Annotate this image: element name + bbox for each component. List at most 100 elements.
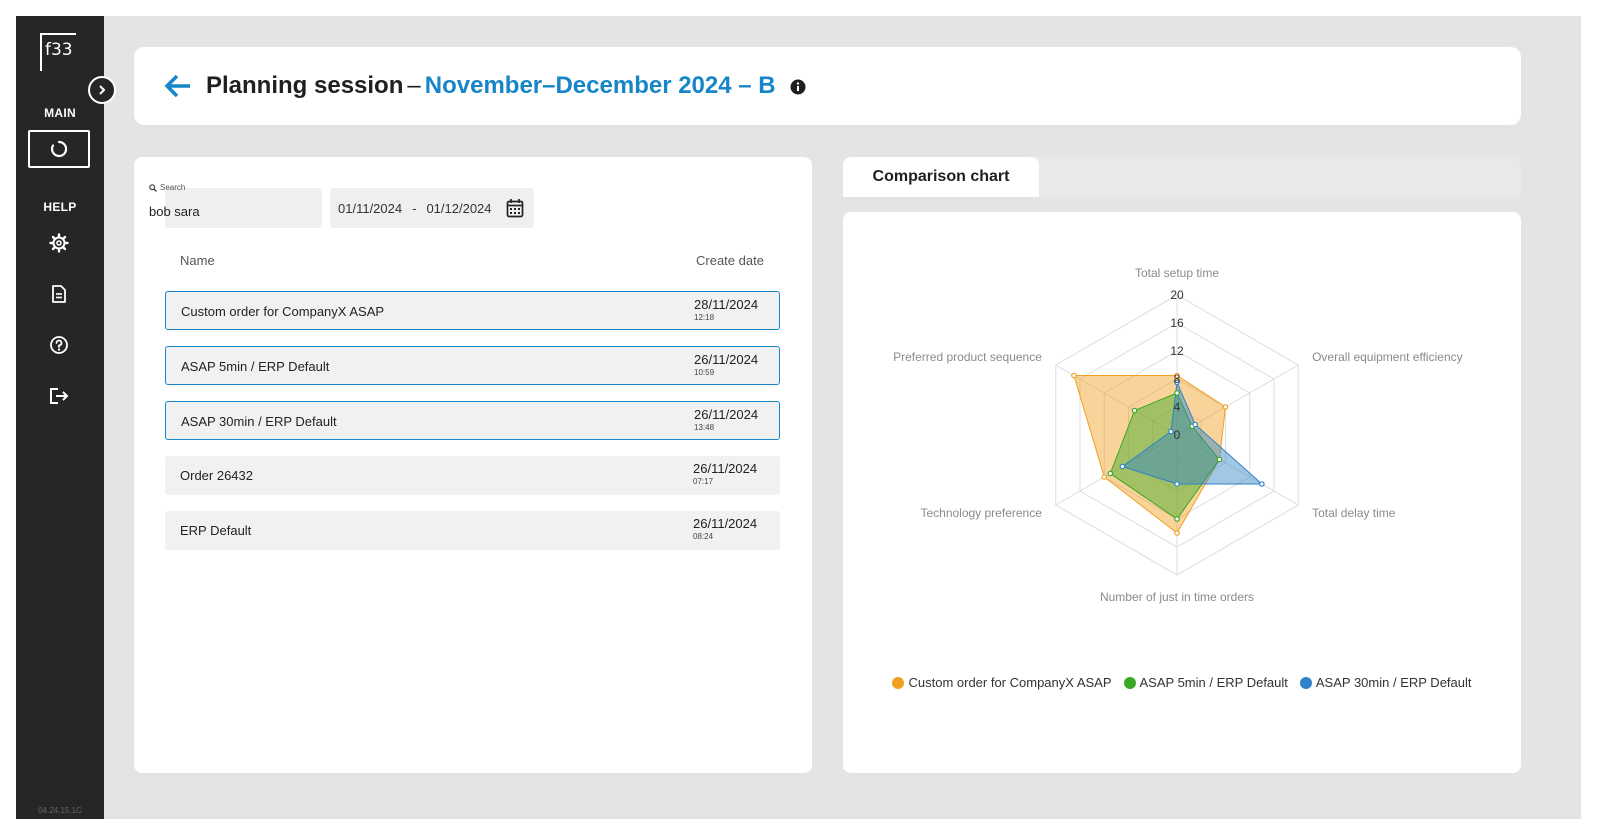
radar-point [1071, 372, 1077, 379]
row-time: 13:48 [694, 423, 715, 432]
nav-item-help[interactable] [28, 326, 90, 364]
row-date: 26/11/2024 [693, 516, 758, 531]
info-icon[interactable] [790, 79, 806, 95]
session-name: November–December 2024 – B [424, 72, 776, 99]
row-name: ASAP 5min / ERP Default [181, 359, 330, 374]
radar-tick-label: 16 [1170, 316, 1184, 330]
gear-icon [49, 233, 69, 253]
legend-item[interactable]: ASAP 5min / ERP Default [1123, 675, 1288, 690]
radar-point [1174, 530, 1180, 536]
chart-legend: Custom order for CompanyX ASAP ASAP 5min … [843, 675, 1521, 690]
radar-chart: 20 16 12 8 4 0 Total setup time Overall equipme… [893, 266, 1463, 604]
back-arrow-icon[interactable] [164, 73, 192, 99]
radar-point [1259, 481, 1265, 487]
legend-dot-icon [1299, 676, 1312, 689]
radar-axis-label: Overall equipment efficiency [1312, 350, 1463, 364]
document-icon [52, 285, 66, 303]
sessions-panel: Search bob sara 01/11/2024 - 01/12/2024 … [134, 157, 812, 773]
comparison-chart-card: 20 16 12 8 4 0 Total setup time Overall equipme… [843, 212, 1521, 773]
nav-item-planning[interactable] [28, 130, 90, 168]
radar-axis-label: Total delay time [1312, 506, 1396, 520]
main-section-label: MAIN [44, 106, 76, 120]
legend-label: Custom order for CompanyX ASAP [908, 675, 1112, 690]
search-label-text: Search [160, 183, 186, 192]
radar-point [1192, 421, 1198, 428]
date-range-input[interactable]: 01/11/2024 - 01/12/2024 [330, 188, 534, 228]
row-name: ASAP 30min / ERP Default [181, 414, 337, 429]
column-header-name[interactable]: Name [180, 253, 215, 268]
radar-point [1174, 379, 1180, 386]
date-from: 01/11/2024 [338, 200, 403, 216]
table-row[interactable]: ASAP 5min / ERP Default 26/11/2024 10:59 [165, 346, 780, 385]
radar-axis-label: Total setup time [1135, 266, 1219, 280]
version-label: 04.24.15.1C [38, 806, 82, 815]
radar-point [1174, 481, 1180, 487]
page-title: Planning session – November–December 2024 … [206, 71, 806, 101]
radar-point [1168, 428, 1174, 435]
row-time: 10:59 [694, 368, 715, 377]
nav-item-settings[interactable] [28, 224, 90, 262]
table-row[interactable]: ASAP 30min / ERP Default 26/11/2024 13:48 [165, 401, 780, 440]
legend-dot-icon [892, 676, 905, 689]
radar-point [1174, 372, 1180, 379]
radar-tick-label: 20 [1170, 288, 1184, 302]
radar-axis-label: Preferred product sequence [893, 350, 1042, 364]
page-title-text: Planning session [206, 72, 404, 99]
table-row[interactable]: Custom order for CompanyX ASAP 28/11/2024… [165, 291, 780, 330]
search-input[interactable] [165, 188, 322, 228]
radar-point [1101, 474, 1108, 480]
radar-axis-label: Technology preference [920, 506, 1042, 520]
search-value: bob sara [149, 204, 200, 219]
legend-dot-icon [1123, 676, 1136, 689]
search-label: Search [149, 183, 185, 192]
calendar-icon[interactable] [506, 198, 524, 218]
table-row[interactable]: Order 26432 26/11/2024 07:17 [165, 456, 780, 495]
nav-item-documents[interactable] [28, 275, 90, 313]
legend-item[interactable]: Custom order for CompanyX ASAP [892, 675, 1112, 690]
refresh-ring-icon [50, 140, 68, 158]
logo-text: f33 [45, 40, 73, 60]
row-date: 26/11/2024 [693, 461, 758, 476]
radar-tick-label: 4 [1174, 400, 1181, 414]
radar-point [1119, 463, 1126, 470]
row-date: 26/11/2024 [694, 407, 759, 422]
date-to: 01/12/2024 [426, 200, 492, 216]
radar-axis-label: Number of just in time orders [1100, 590, 1254, 604]
row-name: ERP Default [180, 523, 252, 538]
question-icon [50, 336, 68, 354]
logout-icon [50, 388, 69, 404]
legend-item[interactable]: ASAP 30min / ERP Default [1299, 675, 1472, 690]
radar-spoke [1176, 434, 1299, 506]
radar-point [1107, 470, 1114, 477]
radar-point [1174, 516, 1180, 522]
row-date: 28/11/2024 [694, 297, 759, 312]
row-name: Order 26432 [180, 468, 253, 483]
radar-point [1222, 404, 1229, 410]
radar-spoke [1055, 434, 1178, 506]
chart-tab-strip: Comparison chart [843, 157, 1521, 197]
row-date: 26/11/2024 [694, 352, 759, 367]
help-section-label: HELP [43, 200, 77, 214]
row-time: 08:24 [693, 532, 714, 541]
nav-item-logout[interactable] [28, 377, 90, 415]
title-separator: – [407, 72, 421, 99]
search-icon [149, 183, 157, 192]
column-header-create-date[interactable]: Create date [696, 253, 764, 268]
chevron-right-icon [99, 85, 106, 95]
row-name: Custom order for CompanyX ASAP [181, 304, 385, 319]
radar-point [1131, 407, 1138, 414]
legend-label: ASAP 30min / ERP Default [1315, 675, 1472, 690]
logo-mark-icon [40, 69, 43, 73]
tab-comparison-chart[interactable]: Comparison chart [843, 157, 1039, 197]
logo: f33 [40, 33, 76, 71]
radar-tick-label: 0 [1174, 428, 1181, 442]
radar-tick-label: 8 [1174, 372, 1181, 386]
date-separator: - [412, 200, 417, 216]
sidebar-toggle-button[interactable] [88, 76, 116, 104]
table-row[interactable]: ERP Default 26/11/2024 08:24 [165, 511, 780, 550]
radar-tick-label: 12 [1170, 344, 1184, 358]
app-frame: f33 MAIN HELP [16, 16, 1581, 819]
row-time: 12:18 [694, 313, 715, 322]
row-time: 07:17 [693, 477, 714, 486]
sidebar: f33 MAIN HELP [16, 16, 104, 819]
